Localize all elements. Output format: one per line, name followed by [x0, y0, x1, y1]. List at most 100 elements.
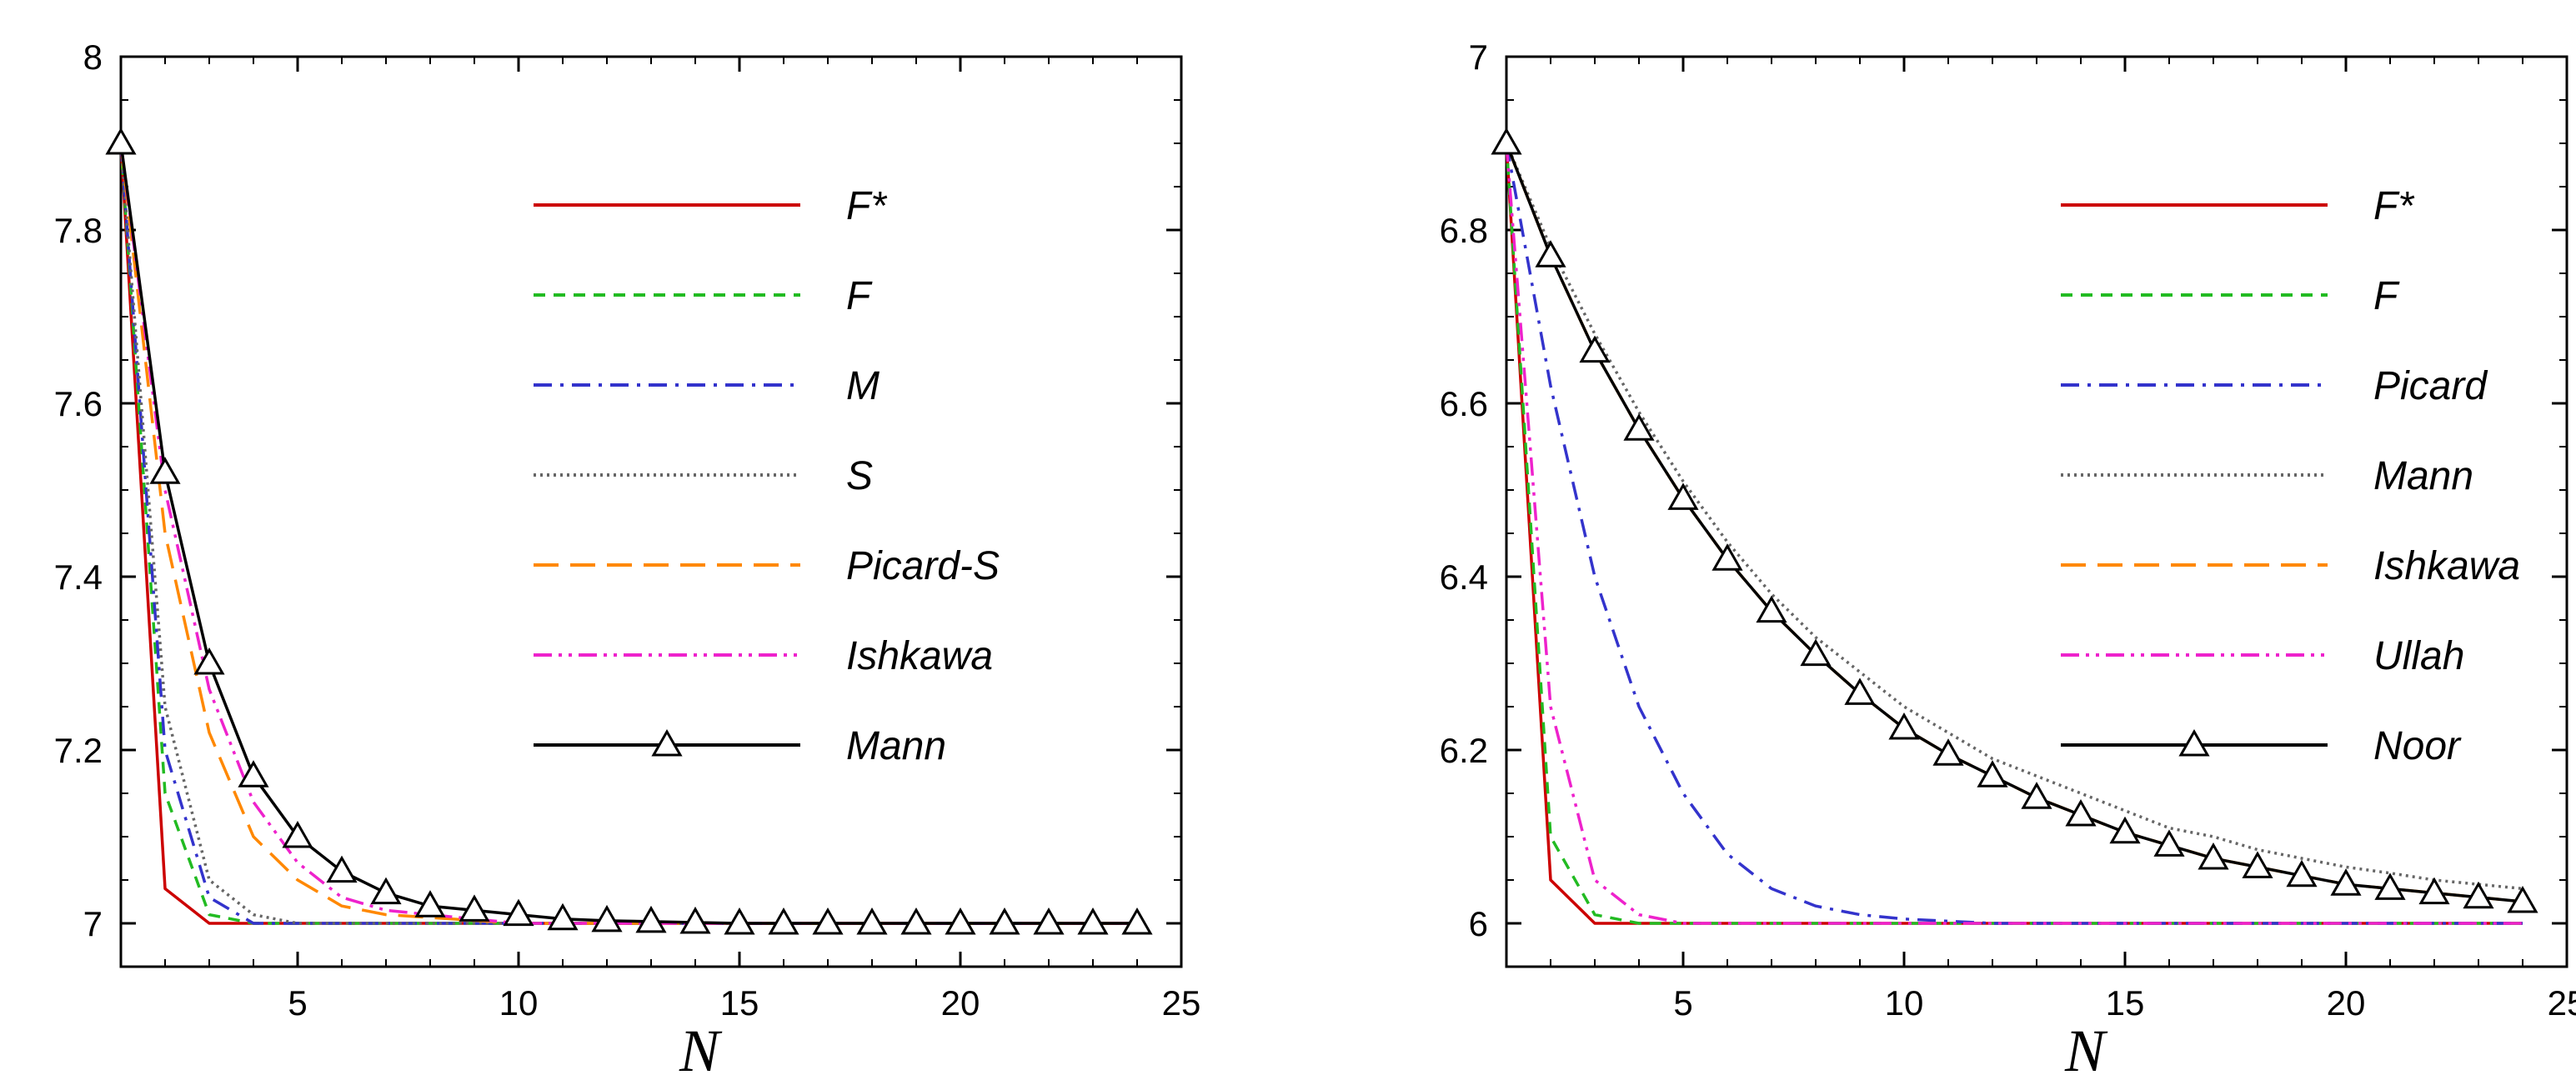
x-tick-label: 20	[2327, 983, 2366, 1022]
data-point-marker	[591, 904, 623, 932]
series-line-picard-s	[119, 142, 1137, 925]
y-tick-label: 8	[83, 38, 103, 77]
data-point-marker	[1033, 907, 1065, 935]
data-point-marker	[2242, 851, 2273, 878]
data-point-marker	[2418, 877, 2450, 905]
data-point-marker	[105, 127, 137, 155]
series-line-s	[119, 142, 1137, 925]
data-point-marker	[547, 902, 579, 931]
series-line-mann	[119, 142, 1137, 925]
data-point-marker	[2198, 842, 2229, 870]
data-point-marker	[2463, 881, 2494, 909]
data-point-marker	[679, 906, 711, 934]
y-tick-label: 7.4	[54, 558, 103, 597]
x-axis-title: N	[679, 1018, 723, 1084]
plot-frame	[119, 55, 1183, 968]
legend-label: F*	[846, 184, 887, 228]
data-point-marker	[2286, 859, 2318, 888]
chart-left: 5 10 15 20 25 7 7.2 7.4 7.6 7.8 8 N F* F M S Picard-S Ish…	[54, 38, 1201, 1084]
data-point-marker	[149, 457, 181, 484]
legend-label: Picard	[2373, 364, 2488, 408]
data-point-marker	[459, 894, 490, 922]
x-tick-label: 10	[499, 983, 539, 1022]
series-line-mann	[1505, 142, 2523, 891]
data-point-marker	[414, 890, 446, 918]
data-point-marker	[282, 820, 313, 848]
data-point-marker	[812, 907, 844, 935]
data-point-marker	[238, 760, 269, 788]
data-point-marker	[370, 877, 402, 905]
chart-right: 5 10 15 20 25 6 6.2 6.4 6.6 6.8 7 N F* F Picard Mann Ish…	[1440, 38, 2576, 1084]
data-point-marker	[1711, 543, 1743, 571]
data-point-marker	[989, 907, 1020, 935]
y-tick-label: 6.6	[1440, 384, 1488, 423]
legend-label: F*	[2373, 184, 2414, 228]
legend-label: F	[846, 274, 873, 318]
legend-label: M	[846, 364, 880, 408]
data-point-marker	[2507, 885, 2538, 913]
legend-label: Ishkawa	[846, 634, 993, 678]
legend-label: Picard-S	[846, 544, 1000, 588]
y-tick-label: 6.8	[1440, 211, 1488, 250]
legend-label: S	[846, 454, 873, 498]
data-point-marker	[1121, 907, 1153, 935]
series-line-f-	[119, 142, 1137, 925]
legend-label: Mann	[846, 724, 946, 768]
x-tick-label: 25	[1162, 983, 1201, 1022]
x-tick-label: 25	[2548, 983, 2576, 1022]
data-point-marker	[945, 907, 976, 935]
legend-marker	[651, 728, 683, 757]
data-point-marker	[2374, 872, 2406, 900]
y-tick-label: 6	[1469, 904, 1488, 943]
series-line-noor	[1505, 142, 2523, 903]
series-line-ullah	[1505, 142, 2523, 925]
series-line-m	[119, 142, 1137, 925]
data-point-marker	[900, 907, 932, 935]
x-tick-label: 5	[1673, 983, 1692, 1022]
x-tick-label: 20	[941, 983, 980, 1022]
y-tick-label: 7.8	[54, 211, 103, 250]
data-point-marker	[768, 907, 799, 935]
data-point-marker	[503, 898, 534, 927]
legend-label: Mann	[2373, 454, 2473, 498]
legend-label: Ishkawa	[2373, 544, 2520, 588]
series-line-f-	[1505, 142, 2523, 925]
data-point-marker	[193, 647, 225, 675]
data-point-marker	[2109, 816, 2141, 844]
series-line-f	[119, 142, 1137, 925]
data-point-marker	[1844, 678, 1876, 705]
y-tick-label: 6.4	[1440, 558, 1488, 597]
data-point-marker	[2065, 798, 2097, 827]
x-tick-label: 15	[2106, 983, 2145, 1022]
y-tick-label: 7.2	[54, 731, 103, 770]
legend-label: F	[2373, 274, 2400, 318]
legend-marker	[2178, 728, 2210, 757]
data-point-marker	[326, 855, 358, 883]
y-tick-label: 7.6	[54, 384, 103, 423]
data-point-marker	[2330, 868, 2362, 896]
data-point-marker	[1623, 413, 1655, 441]
x-tick-label: 15	[720, 983, 759, 1022]
data-point-marker	[856, 907, 888, 935]
data-point-marker	[1579, 335, 1611, 363]
y-tick-label: 7	[1469, 38, 1488, 77]
data-point-marker	[1535, 240, 1566, 268]
series-line-picard	[1505, 142, 2523, 925]
data-point-marker	[1888, 712, 1920, 740]
data-point-marker	[1977, 760, 2008, 788]
data-point-marker	[1800, 638, 1832, 667]
x-tick-label: 5	[288, 983, 307, 1022]
data-point-marker	[724, 907, 755, 935]
legend-label: Ullah	[2373, 634, 2464, 678]
y-tick-label: 6.2	[1440, 731, 1488, 770]
data-point-marker	[1077, 907, 1109, 935]
data-point-marker	[2021, 782, 2052, 809]
x-tick-label: 10	[1885, 983, 1924, 1022]
data-point-marker	[1932, 738, 1964, 766]
data-point-marker	[1491, 127, 1522, 155]
y-tick-label: 7	[83, 904, 103, 943]
data-point-marker	[1667, 482, 1699, 510]
x-axis-title: N	[2064, 1018, 2108, 1084]
data-point-marker	[2153, 829, 2185, 857]
